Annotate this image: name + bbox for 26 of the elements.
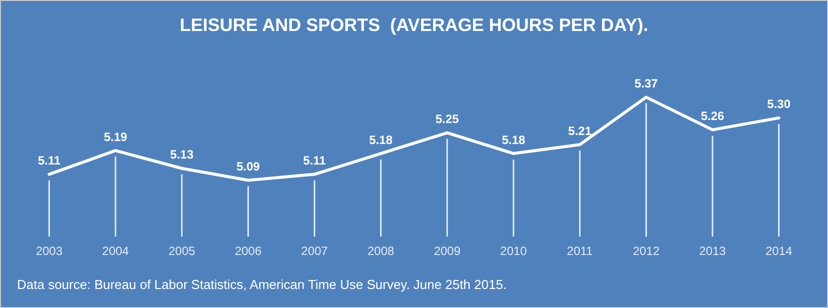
x-tick-label: 2007 — [301, 244, 328, 258]
data-label: 5.11 — [38, 154, 61, 168]
x-tick-label: 2013 — [699, 244, 726, 258]
x-tick-label: 2006 — [234, 244, 262, 258]
x-tick-label: 2011 — [566, 244, 594, 258]
x-tick-label: 2003 — [36, 244, 63, 258]
data-label: 5.13 — [170, 148, 194, 162]
data-label: 5.37 — [634, 76, 658, 90]
source-note: Data source: Bureau of Labor Statistics, American Time Use Survey. June 25th 2015. — [17, 277, 507, 292]
data-label: 5.18 — [502, 132, 526, 147]
x-tick-label: 2004 — [102, 244, 130, 258]
data-label: 5.25 — [435, 112, 460, 126]
data-label: 5.09 — [236, 160, 260, 174]
x-tick-label: 2012 — [632, 244, 660, 258]
x-tick-label: 2009 — [434, 244, 461, 258]
data-label: 5.26 — [700, 109, 724, 124]
data-label: 5.30 — [767, 97, 791, 112]
data-label: 5.18 — [369, 132, 393, 147]
data-label: 5.21 — [568, 124, 592, 138]
data-label: 5.19 — [104, 130, 128, 144]
x-tick-label: 2008 — [367, 244, 395, 258]
data-label: 5.11 — [303, 154, 326, 168]
chart-title: LEISURE AND SPORTS (AVERAGE HOURS PER DAY). — [180, 14, 648, 35]
x-tick-label: 2010 — [500, 244, 528, 258]
x-tick-label: 2014 — [765, 244, 793, 258]
x-tick-label: 2005 — [168, 244, 196, 258]
